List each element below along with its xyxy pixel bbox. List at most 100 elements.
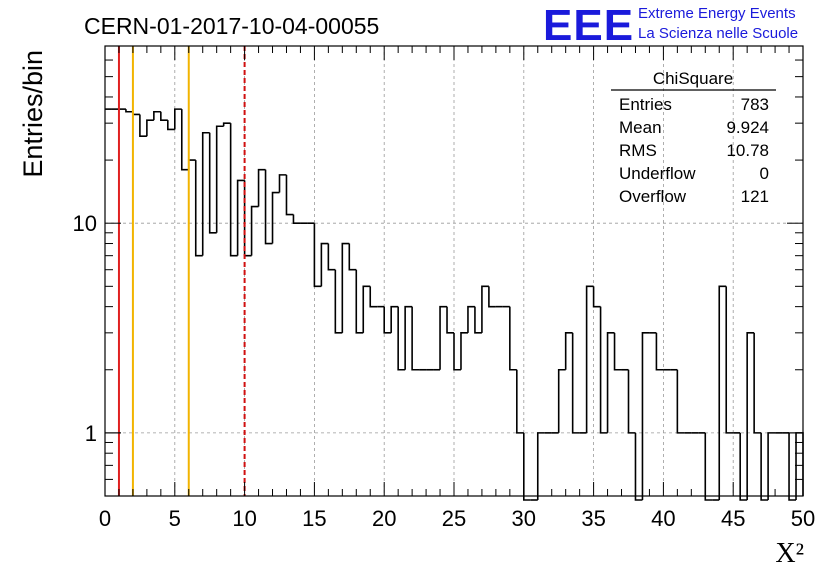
stats-label: Overflow — [619, 187, 687, 206]
histogram-bin — [739, 432, 748, 501]
histogram-bin — [753, 332, 762, 434]
stats-value: 121 — [741, 187, 769, 206]
histogram-bin — [718, 285, 727, 500]
histogram-bin — [585, 285, 594, 433]
histogram-bin — [788, 432, 797, 501]
histogram-bin — [264, 169, 273, 245]
histogram-bin — [180, 109, 189, 171]
histogram-bin — [201, 131, 210, 256]
histogram-bin — [488, 286, 496, 308]
histogram-bin — [760, 432, 769, 501]
x-tick-label: 10 — [232, 506, 256, 531]
logo-line-2: La Scienza nelle Scuole — [638, 25, 798, 42]
eee-logo-mark: EEE — [543, 1, 634, 50]
histogram-bin — [132, 111, 140, 116]
axis-ticks: 0 5 10 15 20 25 30 35 40 45 50 1 10 — [73, 45, 815, 531]
vertical-marker-lines — [117, 46, 246, 496]
histogram-bin — [641, 332, 650, 500]
stats-value: 783 — [741, 95, 769, 114]
histogram-bin — [271, 191, 280, 244]
histogram-bin — [222, 122, 231, 127]
eee-logo: EEE Extreme Energy Events La Scienza nel… — [543, 1, 798, 50]
stats-box: ChiSquare Entries 783 Mean 9.924 RMS 10.78 Und… — [611, 69, 776, 206]
histogram-bin — [146, 119, 154, 137]
histogram-bin — [348, 243, 357, 271]
x-tick-label: 25 — [442, 506, 466, 531]
histogram-bin — [369, 286, 378, 308]
histogram-bin — [613, 332, 622, 371]
histogram-bin — [257, 168, 266, 207]
histogram-bin — [606, 332, 615, 433]
histogram-bin — [327, 243, 336, 271]
histogram-bin — [334, 269, 343, 334]
histogram-bin — [278, 174, 287, 193]
histogram-bin — [167, 120, 175, 131]
histogram-bin — [250, 205, 259, 256]
x-tick-label: 15 — [302, 506, 326, 531]
x-tick-label: 50 — [791, 506, 815, 531]
histogram-bin — [355, 269, 364, 334]
histogram-bin — [725, 286, 734, 434]
x-tick-label: 40 — [651, 506, 675, 531]
stats-value: 10.78 — [726, 141, 769, 160]
histogram-bin — [481, 285, 489, 333]
histogram-bin — [634, 432, 643, 501]
histogram-bin — [536, 432, 545, 500]
histogram-bin — [236, 179, 245, 256]
y-axis-label: Entries/bin — [18, 50, 48, 178]
histogram-bin — [439, 305, 448, 370]
histogram-bin — [627, 369, 636, 434]
histogram-bin — [383, 306, 392, 334]
histogram-bin — [460, 332, 468, 370]
histogram-bin — [341, 242, 350, 333]
histogram-bin — [153, 110, 161, 121]
stats-name: ChiSquare — [653, 69, 733, 88]
histogram-bin — [411, 306, 420, 371]
stats-label: RMS — [619, 141, 657, 160]
x-tick-label: 45 — [721, 506, 745, 531]
y-tick-label: 10 — [73, 211, 97, 236]
logo-line-1: Extreme Energy Events — [638, 5, 796, 22]
histogram-bin — [320, 242, 329, 287]
histogram-bin — [557, 368, 566, 433]
histogram-bin — [767, 432, 776, 500]
histogram-bin — [453, 332, 461, 371]
x-tick-label: 5 — [169, 506, 181, 531]
histogram-bin — [229, 123, 238, 257]
histogram-bin — [746, 332, 755, 500]
histogram-bin — [243, 180, 252, 257]
histogram-bin — [523, 432, 531, 501]
grid-lines — [105, 46, 803, 496]
x-tick-label: 30 — [512, 506, 536, 531]
histogram-bin — [390, 305, 399, 333]
histogram-bin — [194, 160, 203, 257]
histogram-bin — [160, 111, 168, 121]
x-tick-label: 20 — [372, 506, 396, 531]
histogram-bin — [313, 223, 322, 288]
histogram-bin — [474, 306, 482, 334]
histogram-bin — [174, 108, 182, 130]
stats-label: Entries — [619, 95, 672, 114]
histogram-bin — [704, 432, 713, 501]
x-tick-label: 0 — [99, 506, 111, 531]
histogram-bin — [446, 306, 454, 334]
stats-value: 9.924 — [726, 118, 769, 137]
histogram-bin — [285, 174, 294, 216]
histogram-bin — [599, 306, 608, 434]
x-axis-label: X² — [775, 538, 804, 569]
histogram-bin — [362, 285, 371, 333]
histogram-bin — [564, 332, 573, 370]
histogram-bin — [125, 109, 133, 113]
y-tick-label: 1 — [85, 421, 97, 446]
histogram-bin — [404, 305, 413, 370]
histogram-bin — [592, 286, 601, 308]
stats-label: Mean — [619, 118, 662, 137]
histogram-bin — [187, 159, 196, 170]
histogram-bin — [467, 305, 475, 333]
histogram-bin — [655, 332, 664, 371]
histogram-bin — [215, 125, 224, 233]
histogram-bin — [208, 132, 217, 234]
histogram-bin — [571, 332, 580, 434]
stats-label: Underflow — [619, 164, 696, 183]
